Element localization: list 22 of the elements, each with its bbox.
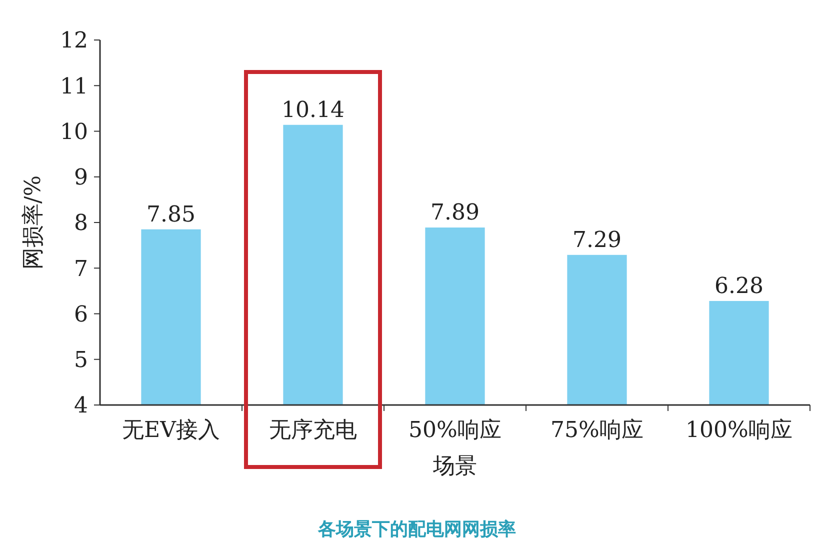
y-tick-label: 6 [74,302,88,328]
data-label: 7.89 [430,200,480,226]
text: 各场景下的配电网网损率 [317,519,516,540]
y-tick-label: 7 [74,256,88,282]
y-tick-label: 9 [74,166,88,191]
y-tick-label: 8 [74,211,88,236]
x-tick-label: 无EV接入 [122,418,220,443]
x-tick-label: 50%响应 [408,418,502,443]
data-label: 10.14 [282,98,344,123]
data-label: 7.85 [146,202,196,228]
y-tick-label: 12 [60,28,88,54]
data-label: 6.28 [714,274,764,299]
x-tick-label: 75%响应 [550,418,644,443]
y-tick-label: 5 [74,348,88,374]
x-tick-label: 无序充电 [269,418,357,443]
y-tick-label: 4 [74,394,88,419]
x-tick-label: 100%响应 [686,418,792,443]
y-axis-title: 网损率/% [21,175,46,270]
x-axis-title: 场景 [432,454,477,479]
y-tick-label: 11 [60,74,88,100]
y-tick-label: 10 [60,120,88,145]
data-label: 7.29 [572,228,622,253]
